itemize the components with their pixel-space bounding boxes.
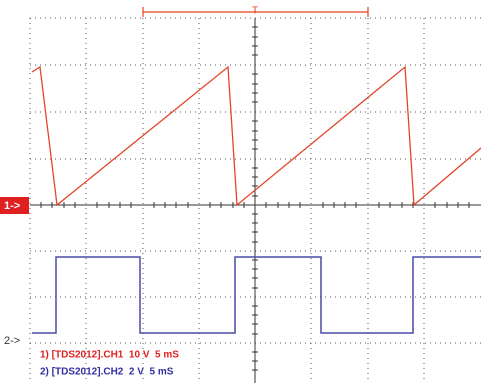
trigger-label: T [252,6,258,17]
ch2-legend: 2) [TDS2012].CH2 2 V 5 mS [40,367,174,378]
ch1-marker: 1-> [4,200,20,212]
background [0,0,481,383]
ch1-legend: 1) [TDS2012].CH1 10 V 5 mS [40,350,179,361]
oscilloscope-screen: T 1-> 2-> 1) [TDS2012].CH1 10 V 5 mS 2) … [0,0,481,383]
ch2-marker: 2-> [4,335,20,347]
